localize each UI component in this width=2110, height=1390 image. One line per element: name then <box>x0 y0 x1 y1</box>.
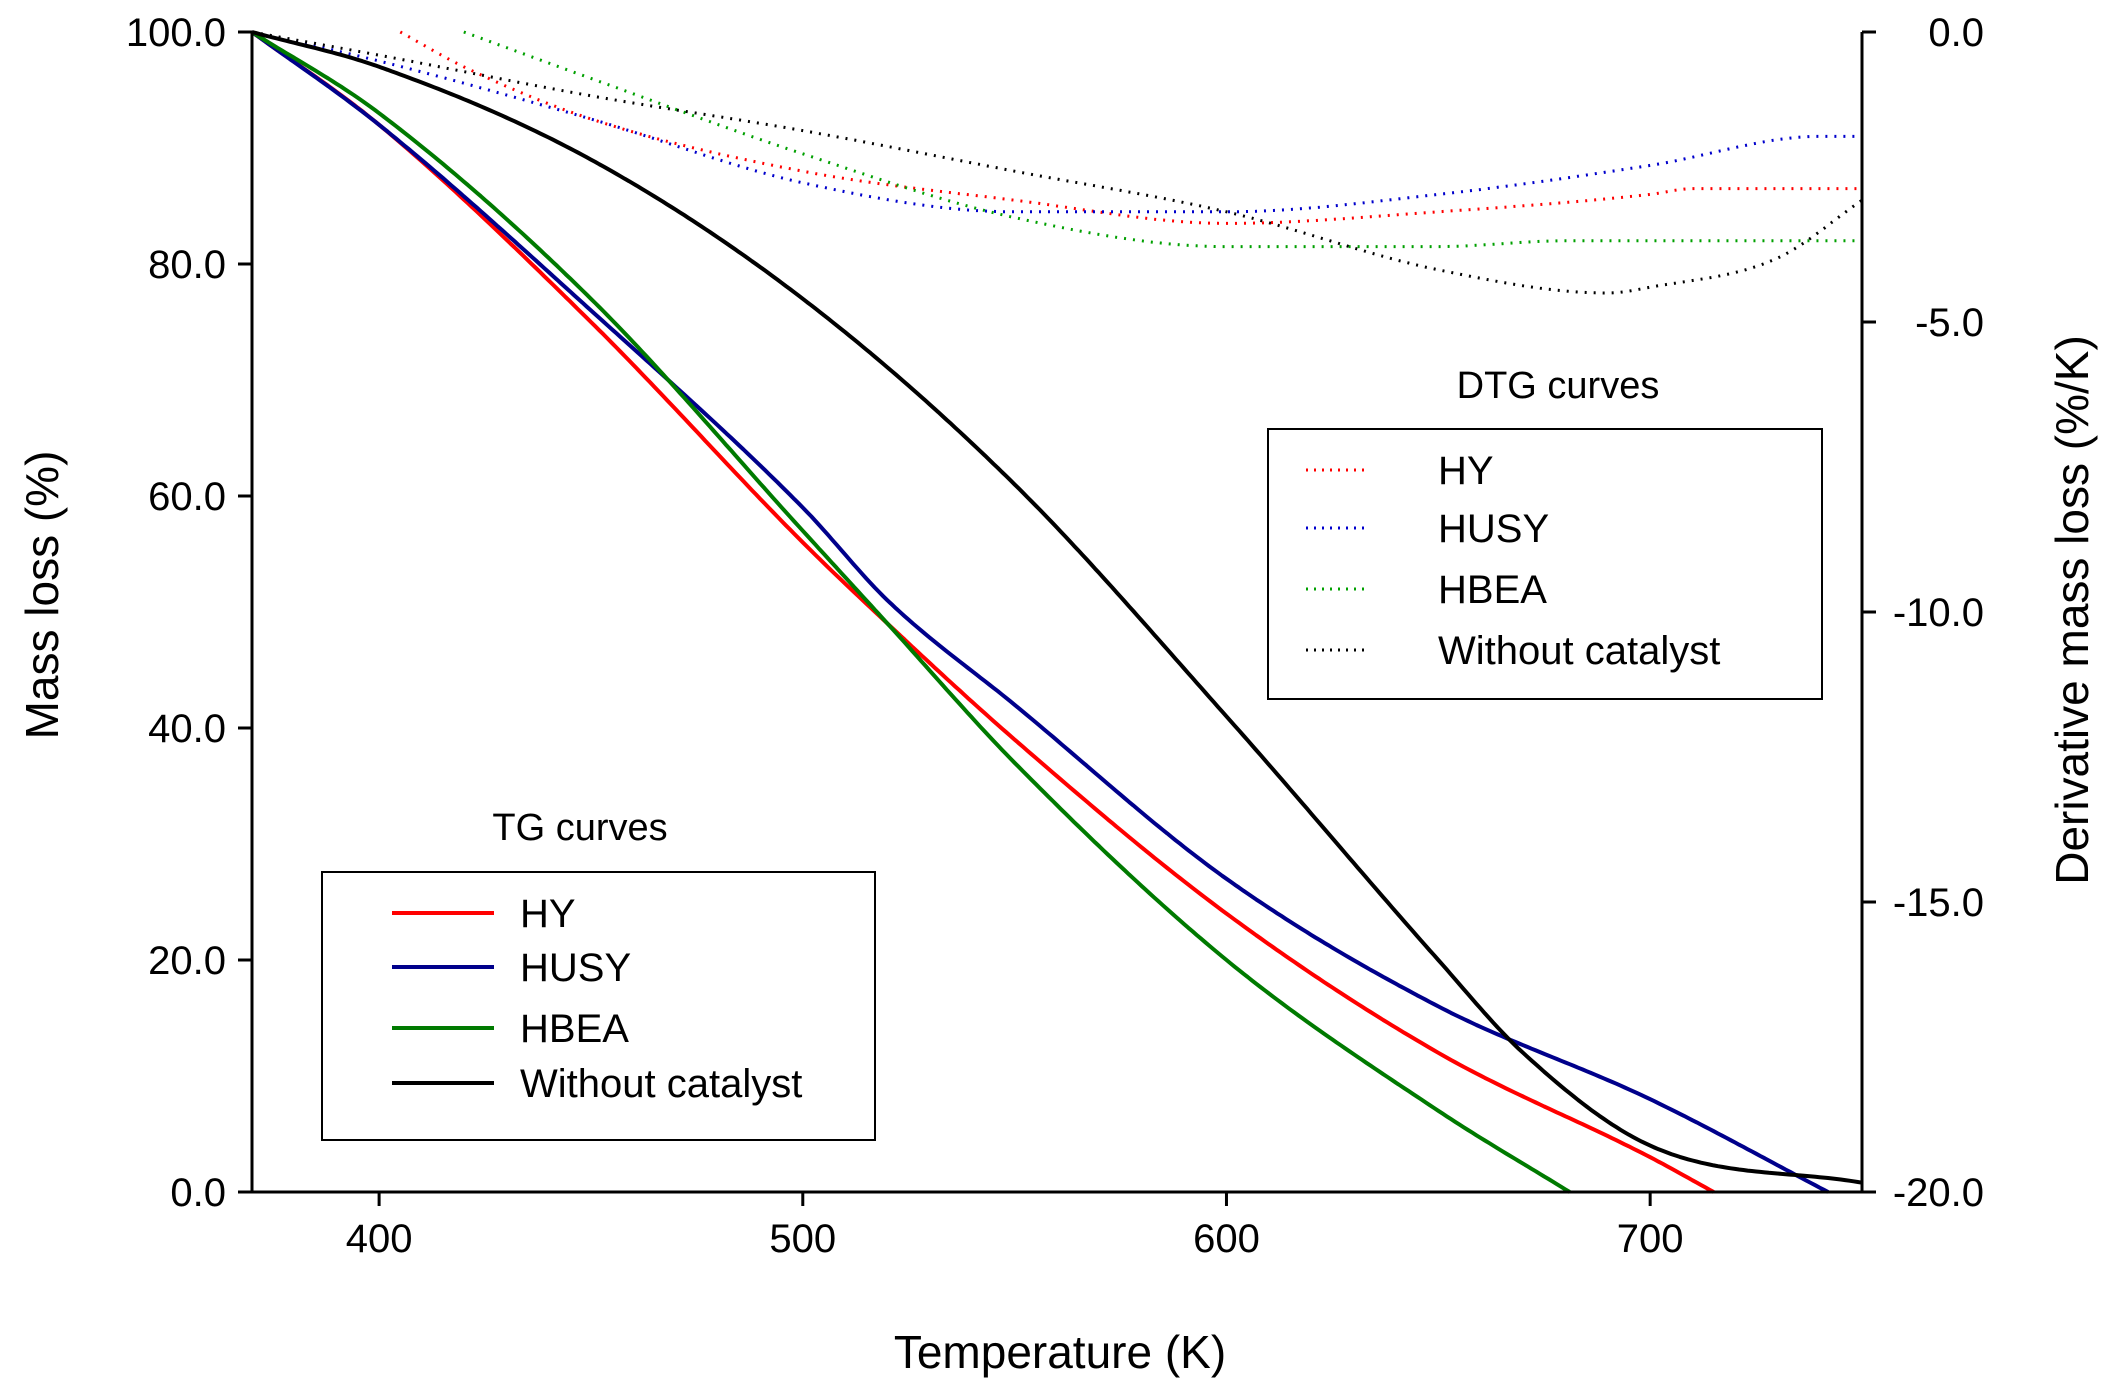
y-right-tick-label: 0.0 <box>1928 11 1984 55</box>
dtg-legend-label-without-catalyst: Without catalyst <box>1438 629 1720 673</box>
axes-layer: 400 500 600 700 0.0 20.0 40.0 60.0 80.0 100.0 -20.… <box>126 11 1984 1261</box>
dtg-legend-title: DTG curves <box>1457 365 1660 407</box>
tg-legend-label-hy: HY <box>520 892 576 936</box>
tg-legend-label-hbea: HBEA <box>520 1007 629 1051</box>
y-left-tick-label: 80.0 <box>148 243 226 287</box>
dtg-legend-box <box>1267 428 1823 700</box>
x-tick-label: 400 <box>346 1217 413 1261</box>
y-right-tick-label: -10.0 <box>1893 591 1984 635</box>
dtg-curve-without-catalyst <box>251 30 1863 295</box>
tg-legend-box <box>321 871 876 1141</box>
tg-legend-title: TG curves <box>492 807 667 849</box>
tg-curve-hy <box>250 30 1715 1194</box>
dtg-legend-label-husy: HUSY <box>1438 507 1549 551</box>
series-layer <box>250 30 1863 1194</box>
tg-legend: TG curves HY HUSY HBEA Without catalyst <box>321 807 876 1141</box>
dtg-legend-label-hbea: HBEA <box>1438 568 1547 612</box>
y-left-tick-label: 60.0 <box>148 475 226 519</box>
y-left-tick-label: 20.0 <box>148 939 226 983</box>
y-right-axis-title: Derivative mass loss (%/K) <box>2046 335 2098 885</box>
x-tick-label: 600 <box>1193 1217 1260 1261</box>
tg-curve-hbea <box>250 30 1571 1194</box>
x-axis-title: Temperature (K) <box>894 1326 1226 1378</box>
y-right-tick-label: -20.0 <box>1893 1171 1984 1215</box>
tg-legend-label-husy: HUSY <box>520 946 631 990</box>
tg-curve-husy <box>250 30 1830 1194</box>
x-tick-label: 700 <box>1617 1217 1684 1261</box>
dtg-legend-label-hy: HY <box>1438 449 1494 493</box>
dtg-legend: DTG curves HY HUSY HBEA Without catalyst <box>1267 365 1823 700</box>
y-left-axis-title: Mass loss (%) <box>16 451 68 740</box>
x-tick-label: 500 <box>769 1217 836 1261</box>
y-left-tick-label: 40.0 <box>148 707 226 751</box>
dtg-curve-hbea <box>463 30 1862 249</box>
tg-curve-without-catalyst <box>251 30 1863 1185</box>
y-right-tick-label: -15.0 <box>1893 881 1984 925</box>
y-left-tick-label: 100.0 <box>126 11 226 55</box>
y-left-tick-label: 0.0 <box>170 1171 226 1215</box>
y-right-tick-label: -5.0 <box>1915 301 1984 345</box>
tg-legend-label-without-catalyst: Without catalyst <box>520 1062 802 1106</box>
